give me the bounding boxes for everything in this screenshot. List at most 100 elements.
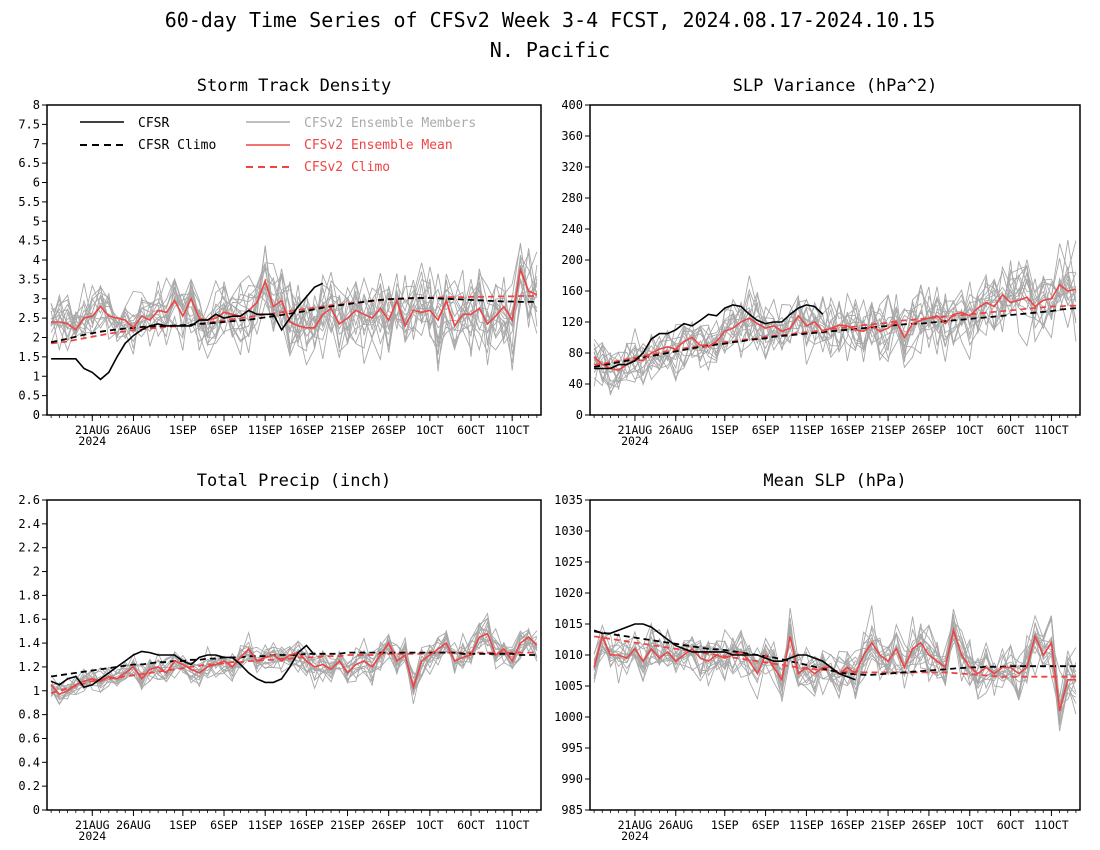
y-tick-label: 1010 (554, 648, 583, 662)
y-tick-label: 7.5 (18, 117, 40, 131)
y-tick-label: 7 (33, 137, 40, 151)
series-cfsr (593, 623, 856, 681)
legend: CFSR CFSR Climo CFSv2 Ensemble Members C… (80, 116, 476, 175)
x-tick-label: 6OCT (457, 818, 485, 832)
x-tick-label: 1SEP (169, 423, 197, 437)
y-tick-label: 0.6 (18, 731, 40, 745)
ensemble-member-line (593, 260, 1077, 380)
x-tick-label: 11OCT (1034, 423, 1069, 437)
y-tick-label: 1030 (554, 524, 583, 538)
x-tick-label: 26AUG (658, 818, 693, 832)
y-tick-label: 1025 (554, 555, 583, 569)
y-tick-label: 2 (33, 565, 40, 579)
y-tick-label: 40 (569, 377, 583, 391)
x-tick-label: 1SEP (169, 818, 197, 832)
x-tick-label: 6OCT (997, 423, 1025, 437)
y-tick-label: 0.4 (18, 755, 40, 769)
legend-label-members: CFSv2 Ensemble Members (304, 116, 476, 131)
y-tick-label: 0.8 (18, 708, 40, 722)
ensemble-member-line (593, 614, 1077, 723)
x-tick-label: 11SEP (789, 818, 824, 832)
panel-title: Storm Track Density (197, 76, 391, 96)
x-tick-label: 21AUG (75, 818, 110, 832)
y-tick-label: 400 (561, 98, 583, 112)
figure-title: 60-day Time Series of CFSv2 Week 3-4 FCS… (165, 8, 936, 32)
y-tick-label: 985 (561, 803, 583, 817)
x-tick-label: 21AUG (618, 818, 653, 832)
series-cfsr (51, 282, 324, 381)
x-tick-label: 6OCT (997, 818, 1025, 832)
y-tick-label: 2.2 (18, 541, 40, 555)
y-tick-label: 995 (561, 741, 583, 755)
x-tick-label: 1OCT (956, 818, 984, 832)
x-tick-label: 1OCT (416, 423, 444, 437)
y-tick-label: 0.2 (18, 779, 40, 793)
x-tick-label: 21AUG (618, 423, 653, 437)
plot-frame (589, 104, 1081, 416)
x-tick-label: 21AUG (75, 423, 110, 437)
figure-subtitle: N. Pacific (490, 38, 610, 62)
series-cfsv2-ensemble-mean (51, 266, 538, 331)
series-cfsv2-climo (51, 295, 537, 345)
x-tick-label: 21SEP (330, 818, 365, 832)
y-tick-label: 320 (561, 160, 583, 174)
series-cfsv2-climo (50, 651, 537, 695)
panel-total-precip: Total Precip (inch) 0 0.2 0.4 0.6 0.8 1 1.2 1.4 1… (18, 471, 542, 843)
ensemble-member-line (593, 613, 1077, 713)
panel-storm-track-density: Storm Track Density 0 0.5 1 1.5 2 2.5 3 3.5 4 4.5 5… (18, 76, 542, 448)
series-cfsv2-ensemble-mean (593, 283, 1077, 371)
x-tick-label: 26SEP (371, 818, 406, 832)
x-tick-label: 6SEP (210, 818, 238, 832)
ensemble-member-line (593, 626, 1077, 717)
x-tick-label: 16SEP (289, 818, 324, 832)
ensemble-member-line (593, 243, 1077, 396)
x-tick-label: 1SEP (711, 423, 739, 437)
plot-area (593, 605, 1077, 732)
legend-label-cfsv2-climo: CFSv2 Climo (304, 160, 390, 175)
x-tick-label: 16SEP (289, 423, 324, 437)
y-tick-label: 2.4 (18, 517, 40, 531)
plot-area (50, 243, 538, 381)
y-tick-label: 8 (33, 98, 40, 112)
y-tick-label: 240 (561, 222, 583, 236)
y-tick-label: 0 (33, 408, 40, 422)
ensemble-member-line (50, 632, 538, 704)
ensemble-member-line (593, 265, 1076, 384)
plot-frame (46, 104, 542, 416)
y-tick-label: 5.5 (18, 195, 40, 209)
ensemble-member-line (50, 266, 538, 348)
x-tick-label: 6OCT (457, 423, 485, 437)
y-tick-label: 120 (561, 315, 583, 329)
plot-area (50, 612, 538, 706)
y-tick-label: 1005 (554, 679, 583, 693)
plot-area (593, 239, 1077, 396)
x-tick-label: 16SEP (830, 818, 865, 832)
x-year-label: 2024 (78, 829, 106, 843)
y-tick-label: 6 (33, 176, 40, 190)
y-tick-label: 1.4 (18, 636, 40, 650)
x-tick-label: 1OCT (956, 423, 984, 437)
y-tick-label: 1015 (554, 617, 583, 631)
series-cfsr (50, 644, 316, 689)
y-tick-label: 360 (561, 129, 583, 143)
y-tick-label: 0 (33, 803, 40, 817)
ensemble-member-line (593, 624, 1077, 732)
y-tick-label: 4 (33, 253, 40, 267)
panel-title: Mean SLP (hPa) (763, 471, 906, 491)
panel-mean-slp: Mean SLP (hPa) 985 990 995 1000 1005 1010 1015 1… (554, 471, 1081, 843)
y-tick-label: 1.5 (18, 350, 40, 364)
x-tick-label: 11OCT (1034, 818, 1069, 832)
ensemble-member-line (50, 243, 538, 367)
ensemble-member-line (50, 632, 538, 696)
x-tick-label: 6SEP (752, 423, 780, 437)
y-tick-label: 990 (561, 772, 583, 786)
panel-slp-variance: SLP Variance (hPa^2) 0 40 80 120 160 200 240 280… (561, 76, 1081, 448)
x-tick-label: 1SEP (711, 818, 739, 832)
x-tick-label: 6SEP (752, 818, 780, 832)
series-cfsr-climo (593, 307, 1076, 368)
y-tick-label: 1035 (554, 493, 583, 507)
y-tick-label: 4.5 (18, 234, 40, 248)
x-tick-label: 11OCT (495, 423, 530, 437)
legend-label-ens-mean: CFSv2 Ensemble Mean (304, 138, 453, 153)
y-tick-label: 1.8 (18, 588, 40, 602)
